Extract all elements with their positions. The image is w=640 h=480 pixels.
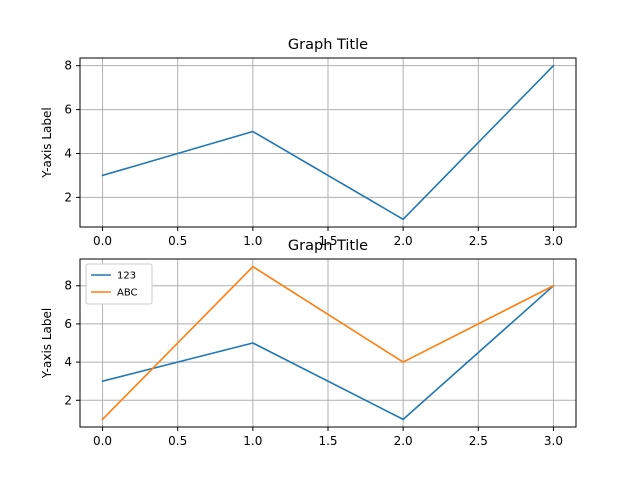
y-axis-label: Y-axis Label bbox=[40, 107, 54, 178]
legend-label-123: 123 bbox=[117, 271, 136, 282]
x-tick-label: 2.0 bbox=[394, 434, 413, 448]
y-tick-label: 2 bbox=[64, 190, 72, 204]
y-tick-label: 8 bbox=[64, 279, 72, 293]
x-tick-label: 3.0 bbox=[544, 434, 563, 448]
y-tick-label: 6 bbox=[64, 317, 72, 331]
x-tick-label: 1.5 bbox=[318, 434, 337, 448]
legend-label-ABC: ABC bbox=[117, 288, 138, 299]
series-line-0 bbox=[101, 64, 555, 221]
chart-title: Graph Title bbox=[288, 37, 368, 53]
x-tick-label: 3.0 bbox=[544, 234, 563, 248]
x-tick-label: 0.0 bbox=[93, 234, 112, 248]
x-tick-label: 1.5 bbox=[318, 234, 337, 248]
x-tick-label: 0.5 bbox=[168, 434, 187, 448]
x-tick-label: 0.5 bbox=[168, 234, 187, 248]
subplot-bottom: 0.0 0.5 1.0 1.5 2.0 2.5 3.0 2 4 6 8 Graph Title Y-ax… bbox=[40, 238, 577, 448]
y-tick-label: 6 bbox=[64, 103, 72, 117]
x-tick-label: 1.0 bbox=[243, 234, 262, 248]
x-tick-label: 0.0 bbox=[93, 434, 112, 448]
y-tick-label: 2 bbox=[64, 393, 72, 407]
y-axis-label: Y-axis Label bbox=[40, 308, 54, 379]
x-tick-label: 2.5 bbox=[469, 234, 488, 248]
series-line-123 bbox=[101, 284, 555, 421]
y-tick-label: 8 bbox=[64, 59, 72, 73]
chart-title: Graph Title bbox=[288, 238, 368, 254]
x-tick-label: 1.0 bbox=[243, 434, 262, 448]
legend: 123 ABC bbox=[85, 263, 153, 305]
x-tick-label: 2.5 bbox=[469, 434, 488, 448]
y-tick-label: 4 bbox=[64, 146, 72, 160]
subplot-top: 0.0 0.5 1.0 1.5 2.0 2.5 3.0 2 4 6 8 Graph Title Y-ax… bbox=[40, 37, 577, 248]
y-tick-label: 4 bbox=[64, 355, 72, 369]
series-line-ABC bbox=[101, 265, 555, 421]
legend-box bbox=[85, 263, 153, 305]
x-tick-label: 2.0 bbox=[394, 234, 413, 248]
